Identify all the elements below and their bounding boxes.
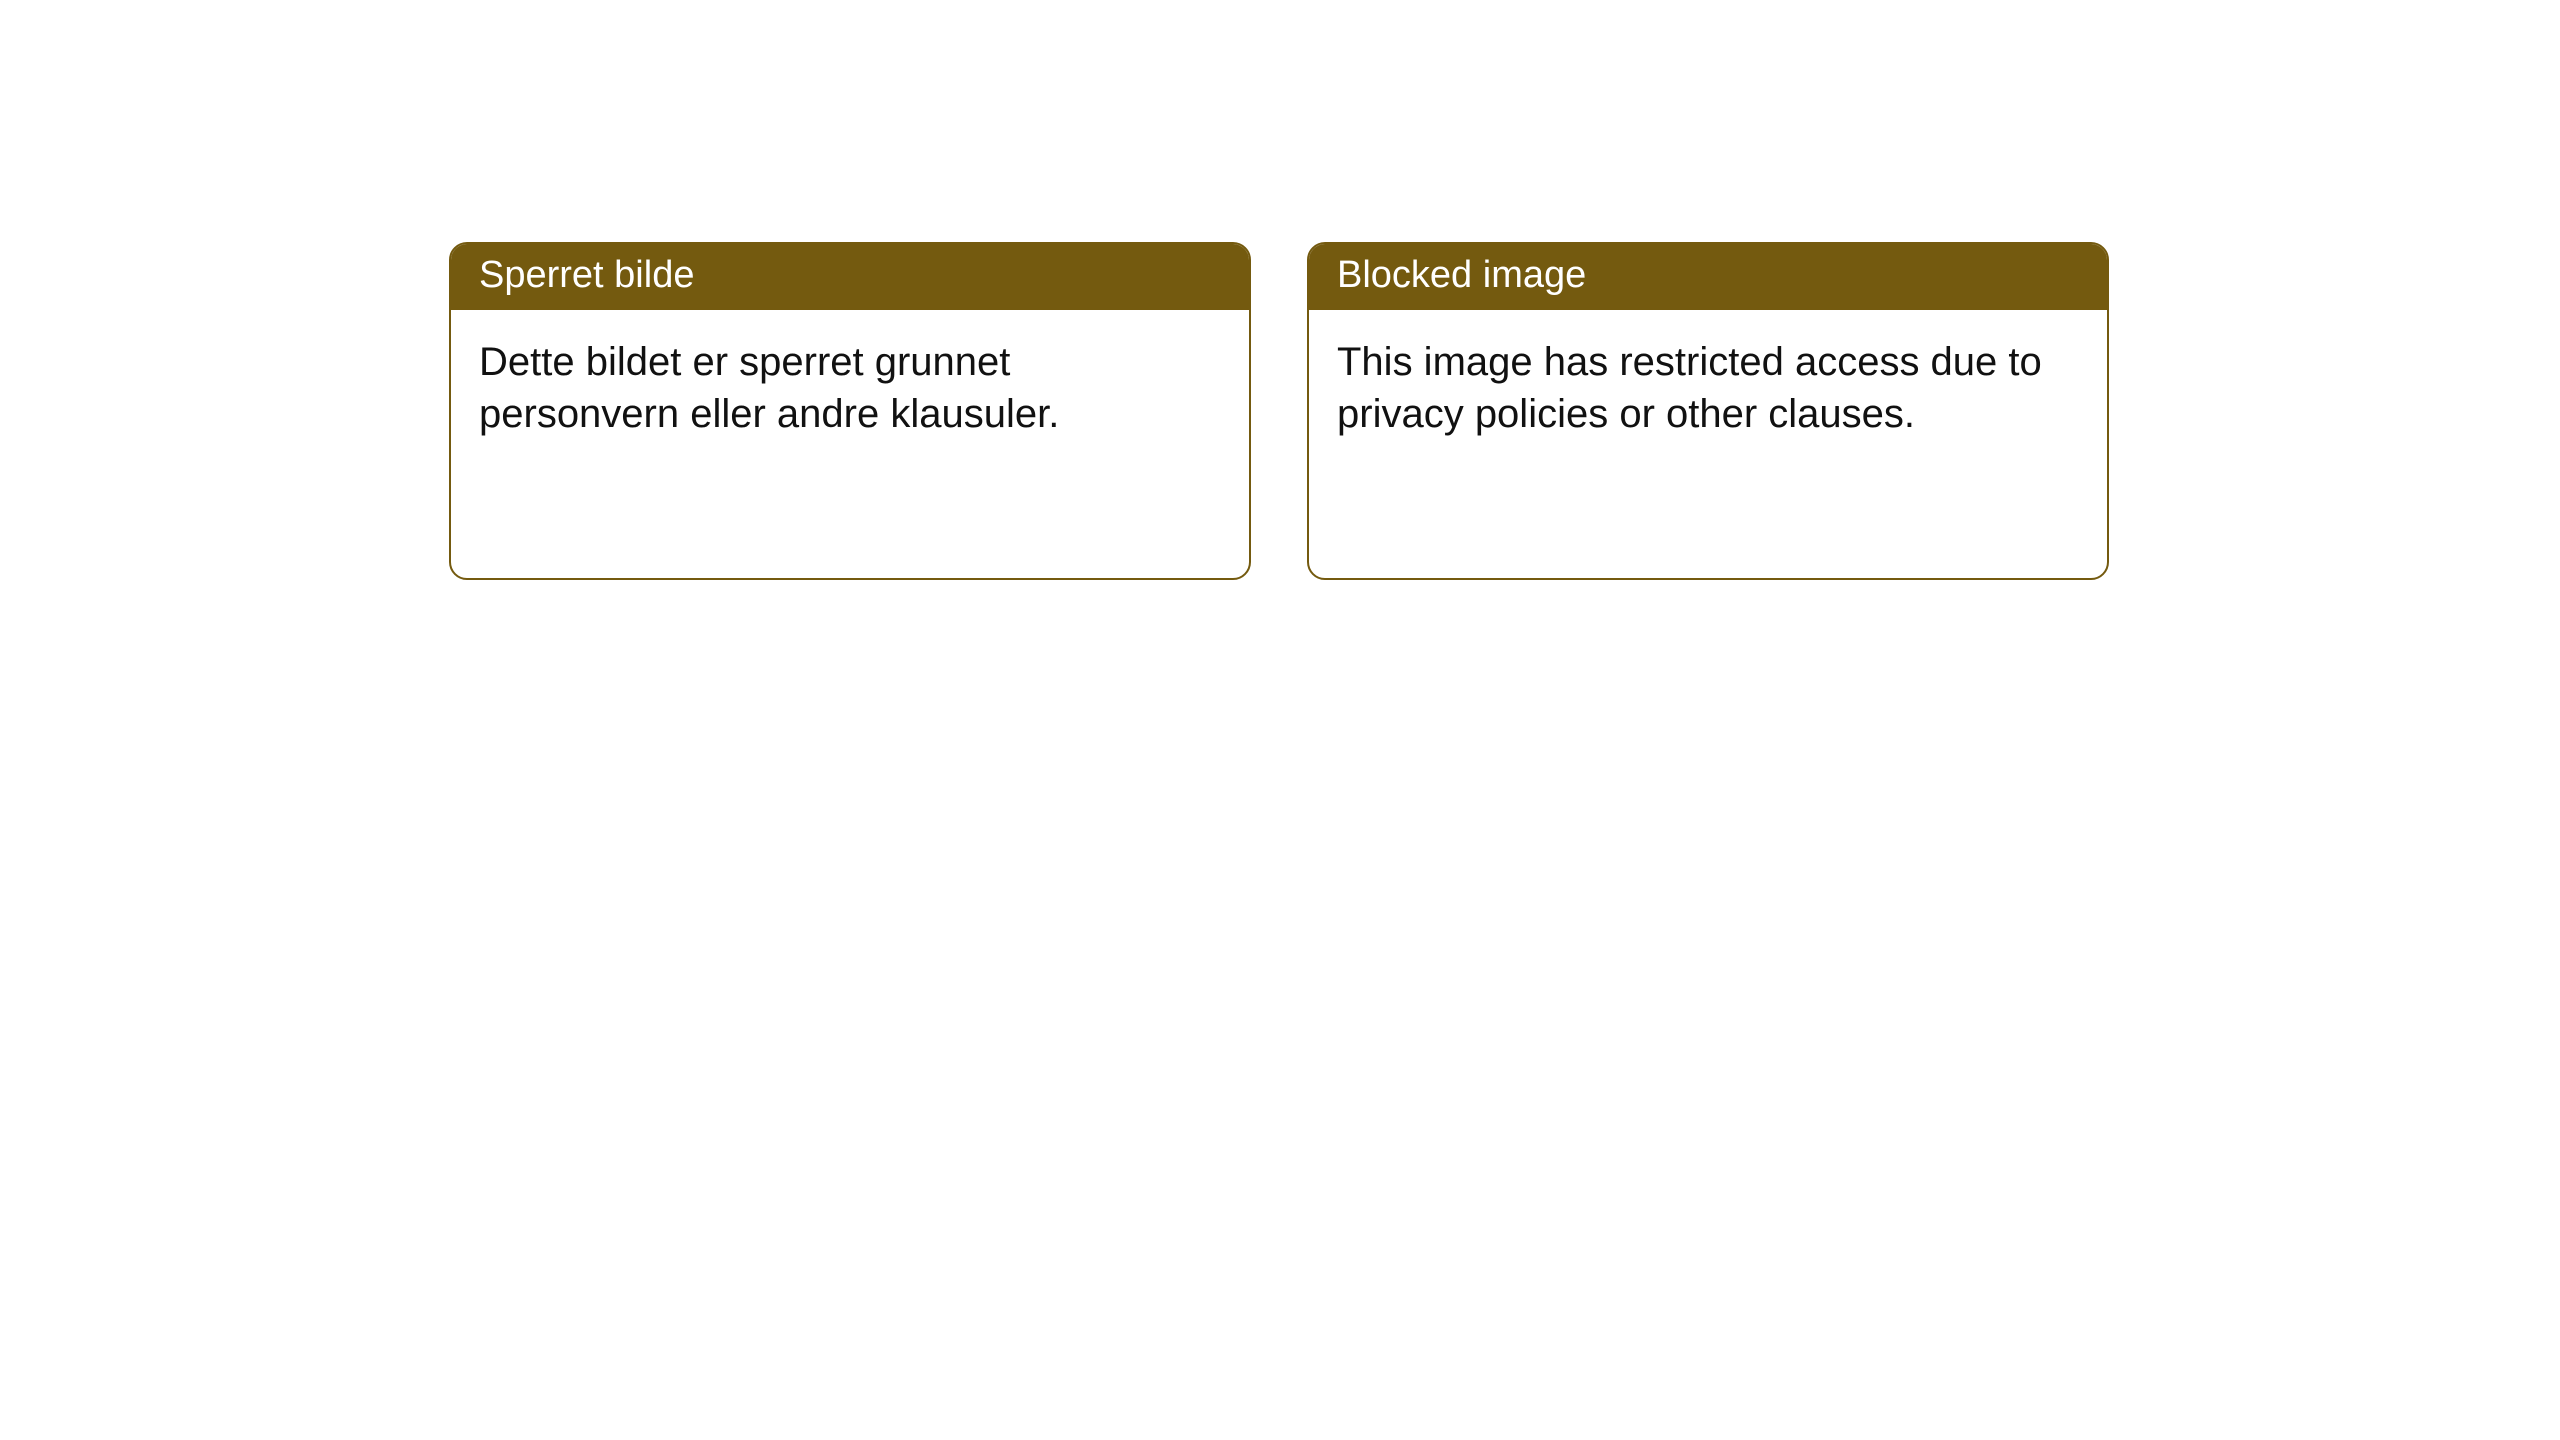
notice-card-title: Sperret bilde — [451, 244, 1249, 310]
notice-card-body: This image has restricted access due to … — [1309, 310, 2107, 468]
notice-container: Sperret bilde Dette bildet er sperret gr… — [0, 0, 2560, 580]
notice-card-body: Dette bildet er sperret grunnet personve… — [451, 310, 1249, 468]
notice-card-no: Sperret bilde Dette bildet er sperret gr… — [449, 242, 1251, 580]
notice-card-title: Blocked image — [1309, 244, 2107, 310]
notice-card-en: Blocked image This image has restricted … — [1307, 242, 2109, 580]
